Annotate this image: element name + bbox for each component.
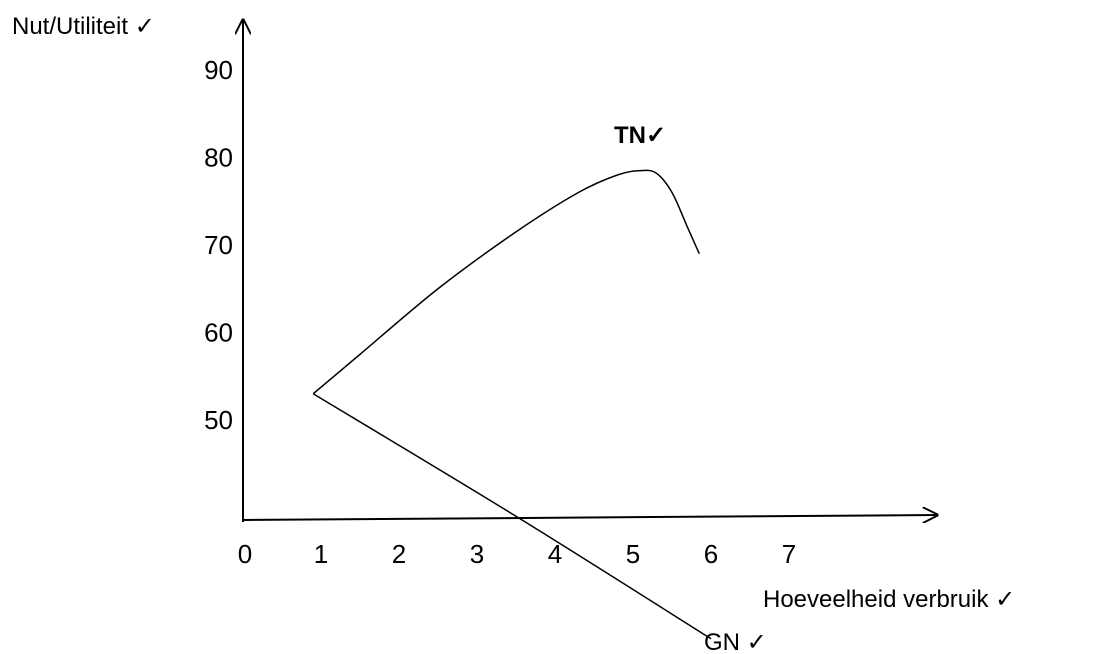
y-axis-label: Nut/Utiliteit ✓ [12, 13, 155, 40]
x-tick-labels: 0 1 2 3 4 5 6 7 [238, 539, 796, 569]
y-tick-labels: 50 60 70 80 90 [204, 55, 233, 435]
x-tick-label: 6 [704, 539, 718, 569]
series-group [312, 169, 712, 640]
tn-curve [312, 169, 700, 395]
gn-curve [312, 393, 712, 640]
series-label-gn: GN ✓ [704, 629, 767, 654]
y-tick-label: 90 [204, 55, 233, 85]
y-tick-label: 70 [204, 230, 233, 260]
series-label-tn: TN✓ [614, 122, 666, 149]
x-axis [242, 515, 937, 520]
x-tick-label: 0 [238, 539, 252, 569]
x-tick-label: 7 [782, 539, 796, 569]
x-tick-label: 1 [314, 539, 328, 569]
y-tick-label: 60 [204, 318, 233, 348]
y-tick-label: 80 [204, 143, 233, 173]
x-tick-label: 4 [548, 539, 562, 569]
x-tick-label: 2 [392, 539, 406, 569]
y-tick-label: 50 [204, 405, 233, 435]
x-tick-label: 5 [626, 539, 640, 569]
x-axis-label: Hoeveelheid verbruik ✓ [763, 586, 1015, 613]
x-tick-label: 3 [470, 539, 484, 569]
